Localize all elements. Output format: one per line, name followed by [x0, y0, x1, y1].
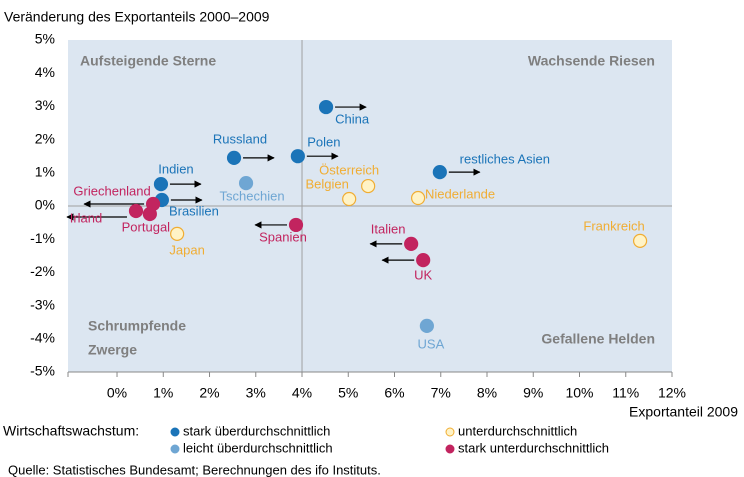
point — [153, 176, 169, 192]
point — [632, 233, 648, 248]
point-label: Indien — [158, 162, 193, 177]
x-axis-title: Exportanteil 2009 — [629, 404, 738, 420]
x-tick-label: 1% — [153, 385, 173, 401]
point-label: Brasilien — [169, 203, 219, 218]
y-tick-label: -2% — [30, 263, 55, 279]
point-label: Niederlande — [425, 186, 495, 201]
point — [238, 175, 254, 191]
x-tick-label: 12% — [658, 385, 686, 401]
point-label: Italien — [371, 221, 406, 236]
point-label: Polen — [307, 135, 340, 150]
legend-marker — [445, 427, 455, 437]
legend-label: unterdurchschnittlich — [458, 423, 577, 438]
y-tick-label: -4% — [30, 330, 55, 346]
x-tick-label: 0% — [107, 385, 127, 401]
y-tick-label: -3% — [30, 296, 55, 312]
point-label: Belgien — [306, 176, 349, 191]
point-label: Griechenland — [73, 183, 150, 198]
quadrant-label: Aufsteigende Sterne — [80, 53, 216, 69]
legend-title: Wirtschaftswachstum: — [3, 423, 139, 439]
point-label: Spanien — [259, 229, 307, 244]
quadrant-label: Zwerge — [88, 342, 137, 358]
point — [226, 150, 242, 165]
point — [432, 165, 447, 180]
point-label: Portugal — [122, 219, 171, 234]
legend-label: leicht überdurchschnittlich — [183, 440, 333, 455]
y-tick-label: -1% — [30, 230, 55, 246]
point — [419, 318, 434, 333]
x-tick-label: 4% — [292, 385, 312, 401]
x-tick-label: 6% — [384, 385, 404, 401]
point — [361, 178, 376, 194]
x-tick-label: 2% — [199, 385, 219, 401]
legend-label: stark unterdurchschnittlich — [458, 440, 609, 455]
y-tick-label: 2% — [35, 130, 55, 146]
point-label: China — [335, 112, 370, 127]
x-tick-label: 7% — [431, 385, 451, 401]
point-label: Irland — [70, 210, 103, 225]
y-tick-label: 5% — [35, 31, 55, 47]
point — [410, 190, 426, 206]
point-label: USA — [418, 336, 445, 351]
y-tick-label: 3% — [35, 97, 55, 113]
y-tick-label: 1% — [35, 164, 55, 180]
point — [342, 191, 357, 207]
quadrant-label: Schrumpfende — [88, 318, 186, 334]
legend-marker — [445, 444, 455, 454]
legend-label: stark überdurchschnittlich — [183, 423, 330, 438]
x-tick-label: 3% — [246, 385, 266, 401]
x-tick-label: 10% — [565, 385, 593, 401]
quadrant-label: Wachsende Riesen — [528, 53, 655, 69]
chart-title: Veränderung des Exportanteils 2000–2009 — [4, 9, 270, 25]
point — [318, 99, 334, 115]
point — [128, 203, 144, 219]
x-tick-label: 9% — [523, 385, 543, 401]
point — [142, 206, 157, 222]
y-tick-label: 4% — [35, 64, 55, 80]
legend-marker — [170, 427, 180, 437]
point-label: Österreich — [319, 163, 379, 178]
quadrant-label: Gefallene Helden — [541, 331, 655, 347]
source-note: Quelle: Statistisches Bundesamt; Berechn… — [8, 462, 381, 477]
x-tick-label: 8% — [477, 385, 497, 401]
y-tick-label: -5% — [30, 363, 55, 379]
y-tick-label: 0% — [35, 197, 55, 213]
x-tick-label: 5% — [338, 385, 358, 401]
point — [404, 236, 419, 251]
point — [416, 253, 431, 268]
point — [288, 217, 304, 233]
point-label: Tschechien — [220, 189, 285, 204]
point — [170, 226, 185, 241]
point-label: Russland — [213, 131, 267, 146]
point-label: restliches Asien — [460, 152, 550, 167]
point-label: Frankreich — [583, 218, 644, 233]
point-label: UK — [414, 268, 432, 283]
legend-marker — [170, 444, 180, 454]
x-tick-label: 11% — [612, 385, 639, 401]
point-label: Japan — [169, 242, 204, 257]
point — [290, 149, 305, 164]
